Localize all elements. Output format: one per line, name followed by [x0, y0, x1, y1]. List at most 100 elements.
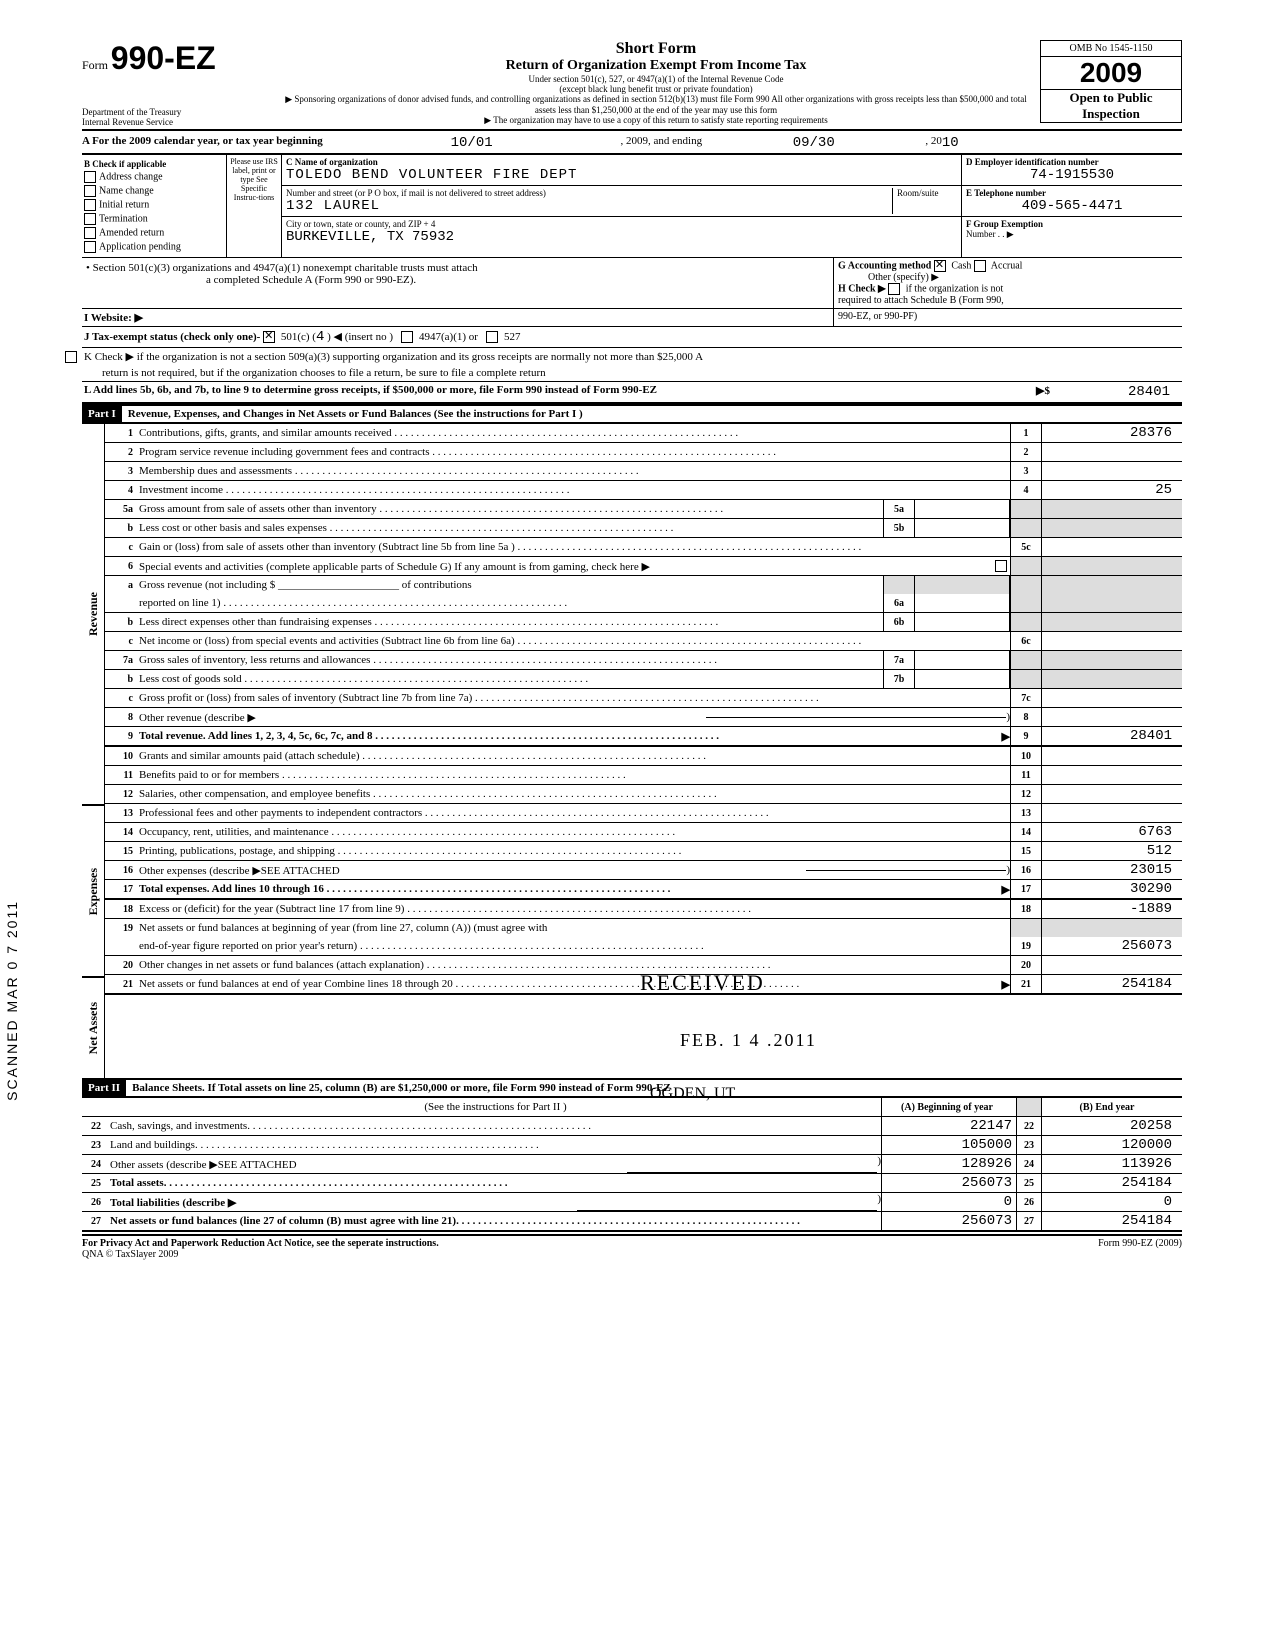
- stamp-date: FEB. 1 4 .2011: [680, 1030, 817, 1051]
- l7c-n: c: [105, 693, 139, 704]
- irs-label-instr: Please use IRS label, print or type See …: [227, 155, 282, 257]
- j-a: 4947(a)(1) or: [419, 331, 478, 343]
- chk-501c[interactable]: [263, 331, 275, 343]
- part1-tag: Part I: [82, 406, 122, 422]
- l5c-e: 5c: [1010, 538, 1042, 556]
- h-text3: 990-EZ, or 990-PF): [833, 309, 1182, 326]
- inspection: Inspection: [1041, 106, 1181, 122]
- l19-eb: [1010, 919, 1042, 937]
- l19b-e: 19: [1010, 937, 1042, 955]
- l7b-ev: [1042, 670, 1182, 688]
- l6a-mv: [915, 576, 1010, 594]
- l7b-n: b: [105, 674, 139, 685]
- l6a2-mv: [915, 594, 1010, 612]
- l7c-e: 7c: [1010, 689, 1042, 707]
- b25-b: 254184: [1041, 1174, 1182, 1192]
- chk-accrual[interactable]: [974, 260, 986, 272]
- chk-k[interactable]: [65, 351, 77, 363]
- l7a-m: 7a: [883, 651, 915, 669]
- b-item-5: Application pending: [99, 241, 181, 252]
- l2-n: 2: [105, 447, 139, 458]
- l8-v: [1042, 708, 1182, 726]
- l18-v: -1889: [1042, 900, 1182, 918]
- l13-e: 13: [1010, 804, 1042, 822]
- l-val: 28401: [1050, 384, 1180, 400]
- l6b-t: Less direct expenses other than fundrais…: [139, 616, 883, 628]
- j-cend: ) ◀ (insert no ): [324, 331, 393, 343]
- c-name-label: C Name of organization: [286, 157, 957, 167]
- l17-t: Total expenses. Add lines 10 through 16: [139, 883, 1002, 895]
- b23-n: 23: [82, 1136, 110, 1154]
- c-street-val: 132 LAUREL: [286, 198, 892, 214]
- footer-mid: QNA © TaxSlayer 2009: [82, 1249, 439, 1260]
- l21-arrow: ▶: [1002, 978, 1010, 991]
- l8-n: 8: [105, 712, 139, 723]
- l12-v: [1042, 785, 1182, 803]
- l20-t: Other changes in net assets or fund bala…: [139, 959, 1010, 971]
- l20-n: 20: [105, 960, 139, 971]
- j-c: 501(c) (: [281, 331, 316, 343]
- l5a-t: Gross amount from sale of assets other t…: [139, 503, 883, 515]
- chk-term[interactable]: [84, 213, 96, 225]
- l3-v: [1042, 462, 1182, 480]
- l17-v: 30290: [1042, 880, 1182, 898]
- chk-pending[interactable]: [84, 241, 96, 253]
- l10-t: Grants and similar amounts paid (attach …: [139, 750, 1010, 762]
- l18-e: 18: [1010, 900, 1042, 918]
- l11-e: 11: [1010, 766, 1042, 784]
- l6a2-t: reported on line 1): [139, 597, 883, 609]
- l5b-mv: [915, 519, 1010, 537]
- scan-mark: SCANNED MAR 0 7 2011: [4, 900, 20, 1101]
- chk-h[interactable]: [888, 283, 900, 295]
- chk-initial[interactable]: [84, 199, 96, 211]
- c-room-label: Room/suite: [897, 188, 957, 198]
- l5a-n: 5a: [105, 504, 139, 515]
- chk-4947[interactable]: [401, 331, 413, 343]
- l6b-e: [1010, 613, 1042, 631]
- b24-t: Other assets (describe ▶SEE ATTACHED: [110, 1155, 627, 1173]
- sec501-line1: • Section 501(c)(3) organizations and 49…: [86, 262, 829, 274]
- side-expenses: Expenses: [86, 868, 101, 915]
- dept-line: Department of the Treasury: [82, 107, 272, 117]
- period-mid: , 2009, and ending: [621, 135, 703, 151]
- b-item-4: Amended return: [99, 227, 164, 238]
- chk-address[interactable]: [84, 171, 96, 183]
- l16-e: 16: [1010, 861, 1042, 879]
- chk-amended[interactable]: [84, 227, 96, 239]
- l10-n: 10: [105, 751, 139, 762]
- omb-number: OMB No 1545-1150: [1041, 41, 1181, 57]
- l9-n: 9: [105, 731, 139, 742]
- chk-name[interactable]: [84, 185, 96, 197]
- g-other: Other (specify) ▶: [838, 272, 1178, 283]
- form-number: 990-EZ: [111, 40, 216, 76]
- b24-b: 113926: [1041, 1155, 1182, 1173]
- l6c-v: [1042, 632, 1182, 650]
- b23-m: 23: [1016, 1136, 1041, 1154]
- l13-v: [1042, 804, 1182, 822]
- l19b-v: 256073: [1042, 937, 1182, 955]
- l4-n: 4: [105, 485, 139, 496]
- chk-gaming[interactable]: [995, 560, 1007, 572]
- form-year: 2009: [1041, 57, 1181, 89]
- c-city-label: City or town, state or county, and ZIP +…: [286, 219, 957, 229]
- c-street-label: Number and street (or P O box, if mail i…: [286, 188, 892, 198]
- title-note2: ▶ The organization may have to use a cop…: [282, 115, 1030, 126]
- open-public: Open to Public: [1041, 90, 1181, 106]
- b-item-0: Address change: [99, 171, 163, 182]
- l16-t: Other expenses (describe ▶SEE ATTACHED: [139, 864, 806, 877]
- chk-527[interactable]: [486, 331, 498, 343]
- l-arrow: ▶$: [1036, 384, 1050, 400]
- h-text2: required to attach Schedule B (Form 990,: [838, 295, 1178, 306]
- l6c-n: c: [105, 636, 139, 647]
- l9-e: 9: [1010, 727, 1042, 745]
- l6b-n: b: [105, 617, 139, 628]
- b24-n: 24: [82, 1155, 110, 1173]
- l1-t: Contributions, gifts, grants, and simila…: [139, 427, 1010, 439]
- b24-a: 128926: [881, 1155, 1016, 1173]
- b26-t: Total liabilities (describe ▶: [110, 1193, 577, 1211]
- side-revenue: Revenue: [86, 592, 101, 636]
- l20-e: 20: [1010, 956, 1042, 974]
- chk-cash[interactable]: [934, 260, 946, 272]
- l19-evb: [1042, 919, 1182, 937]
- e-label: E Telephone number: [966, 188, 1178, 198]
